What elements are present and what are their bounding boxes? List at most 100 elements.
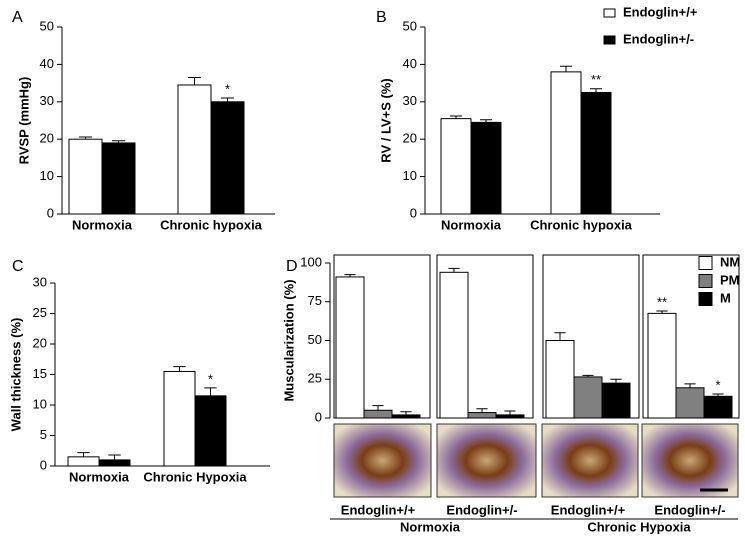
error-bar [344, 274, 356, 277]
legend-label: NM [720, 254, 740, 269]
y-tick-label: 25 [308, 371, 322, 386]
legend-swatch [698, 292, 713, 306]
error-bar [77, 452, 90, 457]
y-tick-label: 75 [308, 293, 322, 308]
y-tick-label: 30 [33, 274, 47, 289]
y-tick-label: 25 [33, 305, 47, 320]
bar [467, 412, 497, 419]
x-tick-label: Endoglin+/- [446, 502, 517, 517]
legend-swatch [603, 35, 616, 45]
bar [495, 414, 525, 419]
x-tick-label: Normoxia [441, 217, 502, 232]
bar [210, 101, 245, 215]
y-tick-label: 20 [33, 335, 47, 350]
error-bar [504, 410, 516, 415]
y-tick-label: 5 [40, 427, 47, 442]
bar [101, 142, 136, 215]
error-bar [108, 454, 121, 460]
legend-label: Endoglin+/+ [623, 4, 698, 19]
bar [68, 138, 103, 215]
group-label: Normoxia [400, 519, 461, 534]
y-tick-label: 30 [40, 93, 54, 108]
micrograph [436, 423, 537, 498]
y-tick-label: 100 [300, 254, 322, 269]
legend-swatch [698, 274, 713, 288]
significance: * [225, 81, 230, 96]
micrograph [333, 423, 432, 498]
error-bar [480, 119, 492, 123]
x-tick-label: Endoglin+/- [654, 502, 725, 517]
bar [98, 459, 131, 467]
x-tick-label: Normoxia [69, 469, 130, 484]
y-tick-label: 50 [40, 18, 54, 33]
x-tick-label: Endoglin+/+ [551, 502, 626, 517]
panel-letter: B [376, 9, 387, 26]
x-tick-label: Chronic hypoxia [530, 217, 633, 232]
significance: * [208, 371, 213, 386]
micrographs [333, 423, 739, 498]
y-tick-label: 10 [33, 396, 47, 411]
legend-swatch [603, 8, 616, 18]
panel-letter: A [12, 9, 23, 26]
bar [440, 118, 472, 215]
y-axis-title: RV / LV+S (%) [378, 78, 393, 162]
bar [67, 456, 100, 467]
legend-label: M [720, 290, 731, 305]
error-bar [582, 374, 594, 377]
x-tick-label: Chronic Hypoxia [143, 469, 247, 484]
y-tick-label: 0 [40, 457, 47, 472]
bar [580, 91, 612, 215]
bar [470, 121, 502, 215]
error-bar [554, 332, 566, 341]
y-tick-label: 0 [315, 409, 322, 424]
x-tick-label: Endoglin+/+ [341, 502, 416, 517]
error-bar [220, 97, 235, 102]
significance: ** [657, 294, 667, 309]
y-tick-label: 0 [47, 205, 54, 220]
error-bar [204, 387, 217, 396]
micrograph [541, 423, 639, 498]
significance: ** [591, 72, 601, 87]
significance: * [715, 377, 720, 392]
error-bar [111, 140, 126, 143]
bar [335, 276, 365, 419]
panel-letter: C [12, 258, 24, 275]
bar [675, 387, 705, 419]
bar [177, 84, 212, 215]
error-bar [560, 65, 572, 72]
error-bar [372, 405, 384, 411]
error-bar [476, 408, 488, 413]
y-axis-title: RVSP (mmHg) [16, 77, 31, 165]
bar [439, 271, 469, 419]
bar [601, 382, 631, 419]
y-tick-label: 20 [40, 131, 54, 146]
error-bar [450, 115, 462, 119]
y-axis-title: Muscularization (%) [281, 279, 296, 401]
y-tick-label: 10 [403, 168, 417, 183]
bar [391, 414, 421, 419]
bar [363, 409, 393, 419]
error-bar [684, 383, 696, 388]
x-tick-label: Chronic hypoxia [160, 217, 263, 232]
micrograph [641, 423, 739, 498]
legend-swatch [698, 256, 713, 270]
legend-label: PM [720, 272, 740, 287]
bar [703, 395, 733, 419]
bar [545, 340, 575, 419]
bar [163, 370, 196, 467]
y-axis-title: Wall thickness (%) [8, 318, 23, 432]
bar [194, 395, 227, 467]
error-bar [610, 378, 622, 384]
error-bar [400, 411, 412, 415]
y-tick-label: 40 [40, 56, 54, 71]
y-tick-label: 50 [403, 18, 417, 33]
y-tick-label: 50 [308, 332, 322, 347]
y-tick-label: 15 [33, 366, 47, 381]
error-bar [712, 393, 724, 397]
legend-label: Endoglin+/- [623, 31, 694, 46]
group-label: Chronic Hypoxia [587, 519, 691, 534]
error-bar [187, 76, 202, 85]
y-tick-label: 40 [403, 56, 417, 71]
bar [550, 71, 582, 215]
